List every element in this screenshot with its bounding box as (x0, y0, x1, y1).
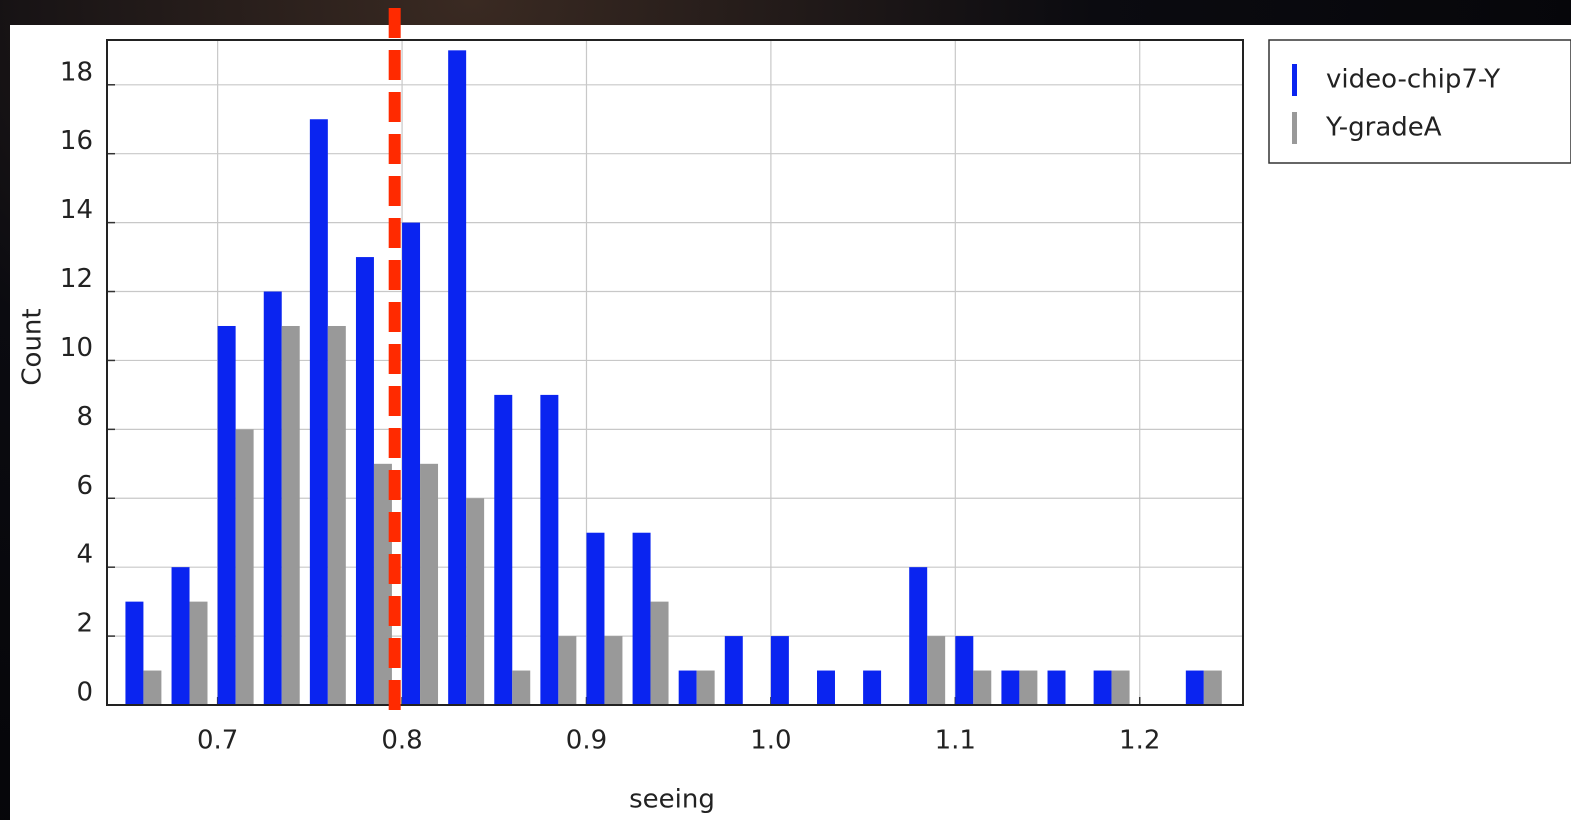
bar (264, 292, 282, 705)
bar (356, 257, 374, 705)
bar (927, 636, 945, 705)
bar (955, 636, 973, 705)
bar (697, 671, 715, 705)
legend-label: Y-gradeA (1325, 113, 1442, 143)
bar (604, 636, 622, 705)
x-tick-label: 1.2 (1119, 726, 1160, 756)
y-tick-label: 0 (76, 678, 93, 708)
bar (1204, 671, 1222, 705)
bar (282, 326, 300, 705)
bar (466, 498, 484, 705)
y-axis-label: Count (18, 308, 48, 385)
bar (420, 464, 438, 705)
bar (328, 326, 346, 705)
y-tick-label: 16 (60, 126, 93, 156)
y-tick-label: 10 (60, 333, 93, 363)
bar (558, 636, 576, 705)
bar (1112, 671, 1130, 705)
bar (1001, 671, 1019, 705)
bar (512, 671, 530, 705)
x-tick-label: 1.1 (935, 726, 976, 756)
bar (1048, 671, 1066, 705)
bar (1019, 671, 1037, 705)
bar (651, 602, 669, 705)
bar (771, 636, 789, 705)
y-tick-label: 18 (60, 57, 93, 87)
bar (402, 223, 420, 705)
bar (190, 602, 208, 705)
bar (633, 533, 651, 705)
page: seeing Count 0 2 4 6 8 10 12 14 16 18 0.7 0.8 0.9 1.0… (0, 0, 1571, 820)
x-tick-label: 0.7 (197, 726, 238, 756)
bar (540, 395, 558, 705)
bar (448, 50, 466, 705)
bar (586, 533, 604, 705)
y-tick-label: 2 (76, 609, 93, 639)
bar (863, 671, 881, 705)
y-tick-label: 6 (76, 471, 93, 501)
bar (310, 119, 328, 705)
chart: seeing Count 0 2 4 6 8 10 12 14 16 18 0.7 0.8 0.9 1.0… (0, 0, 1571, 820)
legend-swatch (1292, 112, 1297, 144)
y-tick-label: 12 (60, 264, 93, 294)
legend-swatch (1292, 64, 1297, 96)
y-tick-label: 4 (76, 540, 93, 570)
bar (1186, 671, 1204, 705)
bar (973, 671, 991, 705)
legend-label: video-chip7-Y (1326, 65, 1500, 95)
y-tick-label: 8 (76, 402, 93, 432)
bar (125, 602, 143, 705)
bar (236, 429, 254, 705)
bar (679, 671, 697, 705)
bar (817, 671, 835, 705)
y-tick-label: 14 (60, 195, 93, 225)
bar (1094, 671, 1112, 705)
bar (218, 326, 236, 705)
legend-box (1269, 40, 1571, 163)
x-axis-label: seeing (629, 785, 715, 815)
x-tick-label: 0.8 (381, 726, 422, 756)
bar (494, 395, 512, 705)
x-tick-label: 1.0 (750, 726, 791, 756)
x-tick-label: 0.9 (566, 726, 607, 756)
bar (909, 567, 927, 705)
bar (172, 567, 190, 705)
bar (725, 636, 743, 705)
bar (143, 671, 161, 705)
